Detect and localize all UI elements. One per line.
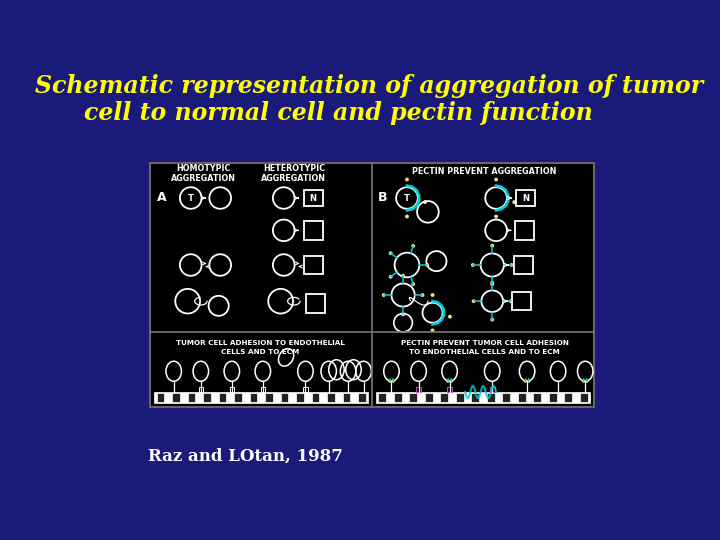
Bar <box>230 387 234 392</box>
Bar <box>265 393 273 402</box>
Bar <box>534 393 541 402</box>
Circle shape <box>420 293 424 297</box>
Circle shape <box>527 380 531 383</box>
Circle shape <box>490 318 494 322</box>
Circle shape <box>411 282 415 286</box>
Text: PECTIN PREVENT TUMOR CELL ADHESION: PECTIN PREVENT TUMOR CELL ADHESION <box>400 340 568 346</box>
Text: Schematic representation of aggregation of tumor: Schematic representation of aggregation … <box>35 75 703 98</box>
Circle shape <box>450 380 453 383</box>
Bar <box>472 393 479 402</box>
Bar <box>150 163 594 408</box>
Bar <box>516 221 534 240</box>
Text: N: N <box>310 193 317 202</box>
Bar <box>378 393 386 402</box>
Bar <box>296 393 304 402</box>
Circle shape <box>585 380 589 383</box>
Bar <box>425 393 433 402</box>
Bar <box>157 393 164 402</box>
Bar <box>394 393 402 402</box>
Circle shape <box>405 178 409 181</box>
Text: cell to normal cell and pectin function: cell to normal cell and pectin function <box>84 100 593 125</box>
Bar <box>172 393 180 402</box>
Bar <box>343 393 351 402</box>
Text: PECTIN PREVENT AGGREGATION: PECTIN PREVENT AGGREGATION <box>413 167 557 177</box>
Bar <box>312 393 320 402</box>
Circle shape <box>431 293 434 297</box>
Circle shape <box>490 244 494 248</box>
Text: N: N <box>522 193 529 202</box>
Circle shape <box>471 263 474 267</box>
Circle shape <box>388 380 392 383</box>
Bar <box>409 393 417 402</box>
Bar <box>513 292 531 310</box>
Circle shape <box>389 251 392 255</box>
Bar <box>234 393 242 402</box>
Text: T: T <box>404 193 410 202</box>
Circle shape <box>494 214 498 218</box>
Bar <box>281 393 289 402</box>
Bar <box>304 190 323 206</box>
Bar <box>199 387 203 392</box>
Circle shape <box>392 380 395 383</box>
Circle shape <box>490 282 494 286</box>
Text: HOMOTYPIC
AGGREGATION: HOMOTYPIC AGGREGATION <box>171 164 235 183</box>
Bar <box>188 393 195 402</box>
Circle shape <box>446 380 449 383</box>
Circle shape <box>411 244 415 248</box>
Circle shape <box>523 380 527 383</box>
Circle shape <box>431 328 434 333</box>
Bar <box>580 393 588 402</box>
Bar <box>456 393 464 402</box>
Bar <box>250 393 258 402</box>
Bar <box>503 393 510 402</box>
Text: T: T <box>188 193 194 202</box>
Bar <box>219 393 226 402</box>
Text: Raz and LOtan, 1987: Raz and LOtan, 1987 <box>148 448 343 464</box>
Text: HETEROTYPIC
AGGREGATION: HETEROTYPIC AGGREGATION <box>261 164 326 183</box>
Bar <box>327 393 335 402</box>
Circle shape <box>490 281 494 285</box>
Bar <box>518 393 526 402</box>
Bar <box>549 393 557 402</box>
Text: TUMOR CELL ADHESION TO ENDOTHELIAL: TUMOR CELL ADHESION TO ENDOTHELIAL <box>176 340 345 346</box>
Bar <box>203 393 211 402</box>
Bar <box>154 392 368 403</box>
Circle shape <box>405 214 409 218</box>
Bar <box>447 387 452 392</box>
Bar <box>376 392 590 403</box>
Bar <box>358 393 366 402</box>
Bar <box>416 387 421 392</box>
Text: A: A <box>157 191 166 204</box>
Bar <box>304 256 323 274</box>
Circle shape <box>401 312 405 316</box>
Bar <box>306 294 325 313</box>
Circle shape <box>513 200 516 204</box>
Bar <box>304 221 323 240</box>
Circle shape <box>448 315 452 319</box>
Circle shape <box>472 299 476 303</box>
Circle shape <box>401 274 405 278</box>
Bar <box>514 256 533 274</box>
Bar <box>441 393 448 402</box>
Bar <box>516 190 535 206</box>
Text: TO ENDOTHELIAL CELLS AND TO ECM: TO ENDOTHELIAL CELLS AND TO ECM <box>409 348 560 355</box>
Text: CELLS AND TO ECM: CELLS AND TO ECM <box>221 348 300 355</box>
Bar <box>490 387 495 392</box>
Bar <box>487 393 495 402</box>
Circle shape <box>510 263 513 267</box>
Bar <box>303 387 307 392</box>
Circle shape <box>382 293 386 297</box>
Text: B: B <box>378 191 388 204</box>
Circle shape <box>389 275 392 279</box>
Bar <box>564 393 572 402</box>
Bar <box>261 387 265 392</box>
Circle shape <box>494 178 498 181</box>
Circle shape <box>509 299 513 303</box>
Circle shape <box>423 200 427 204</box>
Circle shape <box>426 263 429 267</box>
Circle shape <box>582 380 585 383</box>
